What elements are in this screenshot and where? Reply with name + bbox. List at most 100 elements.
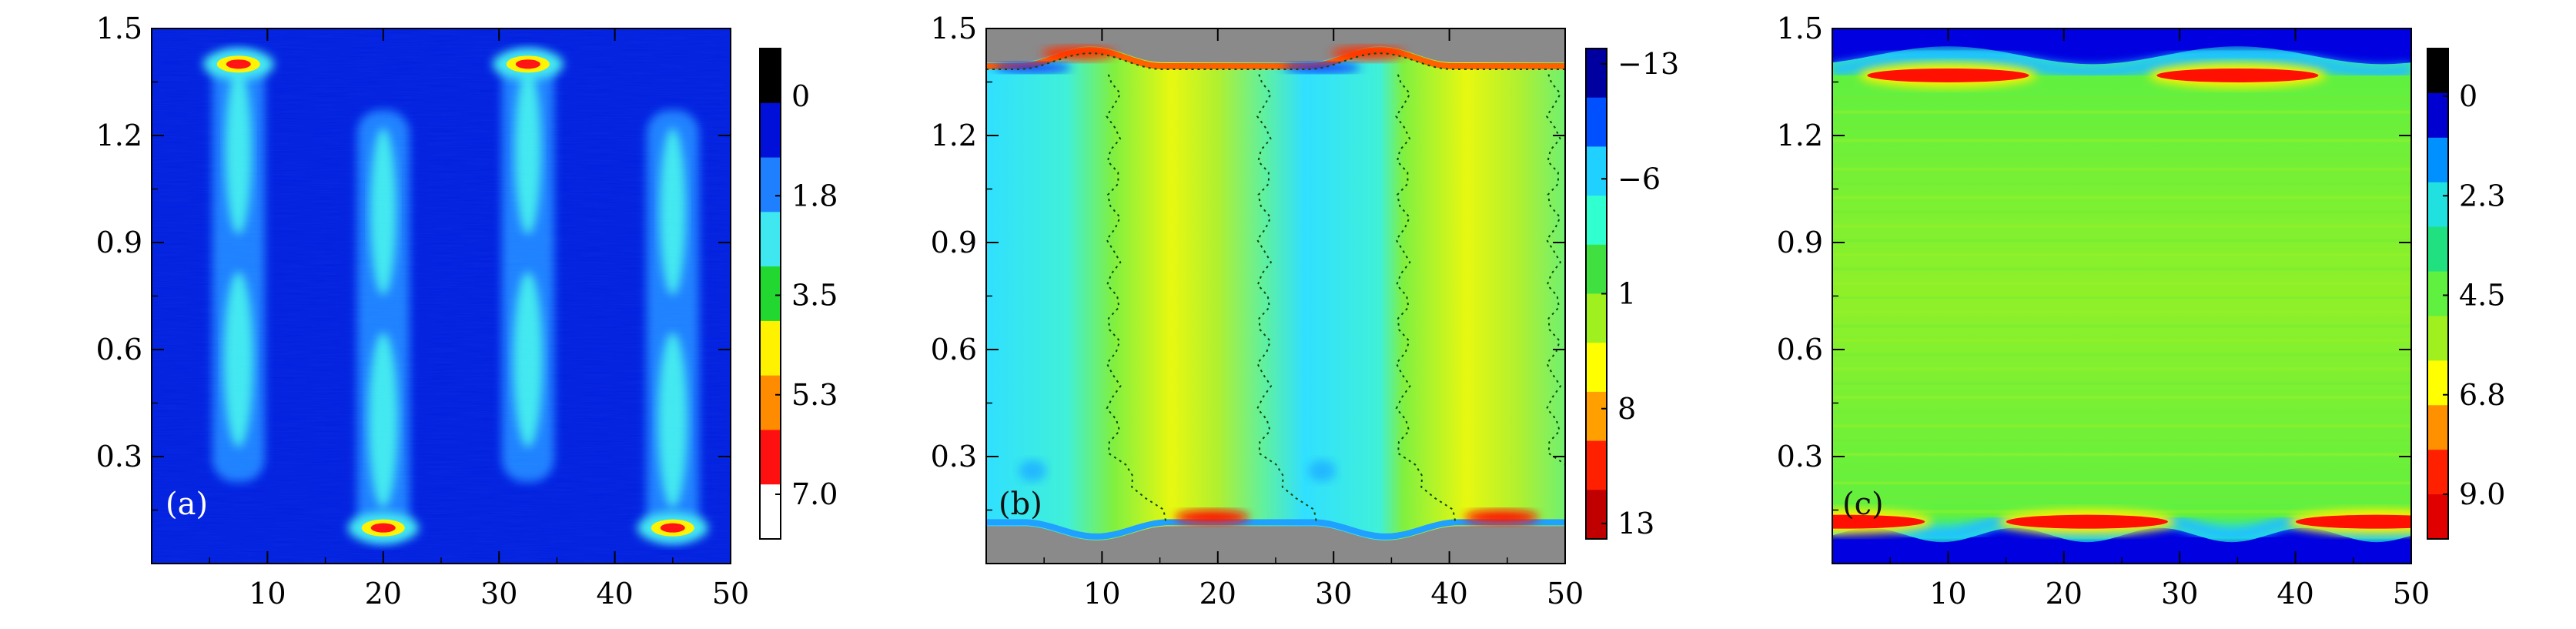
colorbar-tick-label: 4.5 (2459, 279, 2505, 313)
colorbar-tick-label: 0 (2459, 79, 2477, 113)
panel-a-label: (a) (166, 487, 208, 522)
y-tick-label: 0.9 (1777, 226, 1823, 259)
panel-c-stripe (1832, 296, 2411, 299)
panel-c-stripe (1832, 310, 2411, 314)
x-tick-label: 40 (596, 577, 633, 611)
y-tick-label: 1.2 (931, 119, 977, 152)
colorbar-swatch (760, 266, 781, 322)
colorbar-swatch (1586, 343, 1607, 393)
panel-c-stripe (1832, 210, 2411, 214)
x-tick-label: 30 (1315, 577, 1352, 611)
colorbar-tick-label: 9.0 (2459, 477, 2505, 511)
x-tick-label: 10 (1083, 577, 1120, 611)
colorbar-tick-label: −13 (1618, 47, 1679, 81)
panel-c-stripe (1832, 182, 2411, 186)
colorbar-swatch (2427, 92, 2448, 139)
y-tick-label: 1.5 (931, 12, 977, 45)
panel-b-hotspot (1464, 510, 1539, 524)
colorbar-swatch (1586, 440, 1607, 490)
colorbar-swatch (1586, 97, 1607, 147)
panel-c-stripe (1832, 424, 2411, 428)
panel-c-stripe (1832, 467, 2411, 470)
colorbar-swatch (760, 320, 781, 376)
colorbar-swatch (2427, 226, 2448, 273)
panel-c-stripe (1832, 396, 2411, 400)
colorbar-swatch (1586, 196, 1607, 246)
colorbar-tick-label: 8 (1618, 392, 1636, 426)
panel-c-stripe (1832, 381, 2411, 385)
colorbar-swatch (2427, 137, 2448, 183)
panel-c-hot-band (2006, 514, 2168, 529)
panel-c-stripe (1832, 253, 2411, 256)
colorbar-tick-label: 7.0 (791, 477, 838, 511)
colorbar-tick-label: 13 (1618, 507, 1654, 540)
y-tick-label: 0.6 (931, 333, 977, 366)
colorbar-tick-label: 5.3 (791, 378, 838, 412)
y-tick-label: 0.9 (931, 226, 977, 259)
colorbar-swatch (2427, 316, 2448, 361)
panel-c-stripe (1832, 167, 2411, 171)
colorbar-tick-label: 3.5 (791, 279, 838, 313)
panel-b: (b) 10 20 30 40 50 0.3 0.6 0.9 1.2 1.5 −13 −6 1 8 13 (931, 12, 1680, 611)
colorbar-swatch (760, 484, 781, 540)
panel-a: (a) 10 20 30 40 50 0.3 0.6 0.9 1.2 1.5 0 1.8 3.5 5.3… (96, 12, 838, 611)
panel-c-stripe (1832, 125, 2411, 129)
panel-b-domain (986, 46, 1565, 540)
colorbar-frame (759, 48, 781, 540)
colorbar-swatch (2427, 494, 2448, 540)
panel-c-stripe (1832, 96, 2411, 100)
y-tick-label: 0.3 (931, 440, 977, 473)
colorbar-swatch (2427, 271, 2448, 316)
colorbar-swatch (2427, 49, 2448, 94)
panel-b-hotspot (1042, 46, 1116, 61)
colorbar-tick-label: 1.8 (791, 179, 838, 212)
colorbar-swatch (1586, 146, 1607, 196)
panel-a-colorbar: 0 1.8 3.5 5.3 7.0 (759, 48, 838, 540)
x-tick-label: 10 (1929, 577, 1966, 611)
colorbar-tick-label: 0 (791, 79, 810, 113)
panel-b-hotspot (1175, 510, 1250, 524)
panel-b-axes: 10 20 30 40 50 0.3 0.6 0.9 1.2 1.5 (931, 12, 1584, 611)
colorbar-swatch (760, 375, 781, 430)
colorbar-tick-label: 6.8 (2459, 378, 2505, 412)
panel-c-stripe (1832, 495, 2411, 499)
y-tick-label: 1.2 (96, 119, 142, 152)
x-tick-label: 40 (1430, 577, 1467, 611)
panel-c-stripe (1832, 139, 2411, 142)
x-tick-label: 50 (2393, 577, 2430, 611)
colorbar-swatch (1586, 490, 1607, 540)
colorbar-swatch (1586, 293, 1607, 343)
colorbar-tick-label: −6 (1618, 162, 1661, 196)
panel-c-stripe (1832, 196, 2411, 199)
panel-c-heatmap (1832, 28, 2411, 564)
colorbar-swatch (1586, 244, 1607, 294)
colorbar-swatch (760, 102, 781, 159)
panel-a-heatmap (152, 28, 731, 564)
panel-c-stripe (1832, 481, 2411, 485)
y-tick-label: 0.3 (1777, 440, 1823, 473)
x-tick-label: 30 (480, 577, 517, 611)
panel-c-stripe (1832, 239, 2411, 243)
colorbar-swatch (760, 49, 781, 104)
panel-c-stripe (1832, 324, 2411, 328)
panel-c-stripe (1832, 410, 2411, 413)
colorbar-tick-label: 1 (1618, 277, 1636, 311)
colorbar-swatch (2427, 450, 2448, 495)
panel-b-label: (b) (999, 487, 1042, 522)
y-tick-label: 1.5 (96, 12, 142, 45)
panel-c-hot-band (1832, 514, 1925, 529)
x-tick-label: 20 (2046, 577, 2083, 611)
panel-c-top-edge (1832, 48, 2411, 79)
x-tick-label: 50 (712, 577, 749, 611)
panel-b-zero-contours (986, 52, 1565, 521)
colorbar-swatch (760, 212, 781, 267)
panel-c-axes: 10 20 30 40 50 0.3 0.6 0.9 1.2 1.5 (1777, 12, 2430, 611)
panel-c-label: (c) (1842, 487, 1884, 522)
panel-c-stripe (1832, 110, 2411, 114)
panel-a-axes: 10 20 30 40 50 0.3 0.6 0.9 1.2 1.5 (96, 12, 750, 611)
panel-c-stripe (1832, 438, 2411, 442)
colorbar-tick-label: 2.3 (2459, 179, 2505, 212)
panel-b-coldspot (1308, 460, 1337, 482)
y-tick-label: 0.9 (96, 226, 142, 259)
